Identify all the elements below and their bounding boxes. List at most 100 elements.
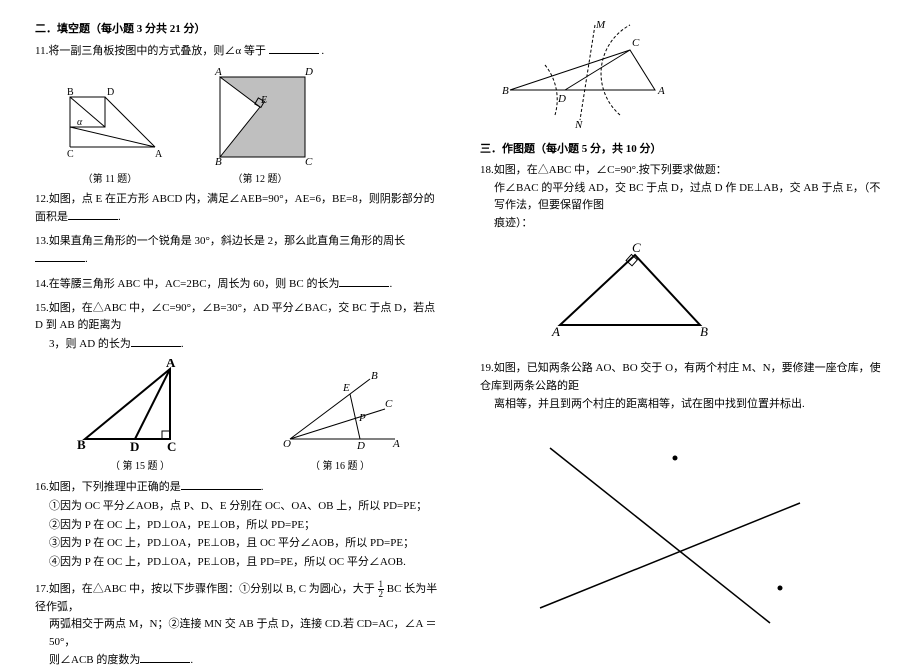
- q17-l3a: 则∠ACB 的度数为: [49, 654, 140, 666]
- q15-l2b: .: [181, 338, 184, 350]
- fig12-D: D: [304, 67, 313, 78]
- f16-P: P: [358, 412, 366, 424]
- q17-l2: 两弧相交于两点 M，N；②连接 MN 交 AB 于点 D，连接 CD.若 CD=…: [35, 616, 440, 651]
- q19: 19.如图，已知两条公路 AO、BO 交于 O，有两个村庄 M、N，要修建一座仓…: [480, 360, 885, 413]
- fig15-svg: A B D C: [75, 359, 205, 454]
- q19-l2: 离相等，并且到两个村庄的距离相等，试在图中找到位置并标出.: [480, 396, 885, 414]
- f16-D: D: [356, 440, 365, 452]
- right-column: A B C D M N 三．作图题（每小题 5 分，共 10 分） 18.如图，…: [460, 20, 895, 630]
- q11-text-b: .: [321, 45, 324, 57]
- q16-o4: ④因为 P 在 OC 上，PD⊥OA，PE⊥OB，且 PD=PE，所以 OC 平…: [49, 553, 440, 572]
- q11-blank: [269, 42, 319, 54]
- q17-blank: [140, 651, 190, 663]
- q19-l1: 19.如图，已知两条公路 AO、BO 交于 O，有两个村庄 M、N，要修建一座仓…: [480, 360, 885, 395]
- q13: 13.如果直角三角形的一个锐角是 30°，斜边长是 2，那么此直角三角形的周长.: [35, 233, 440, 269]
- q16-blank: [181, 478, 261, 490]
- left-column: 二．填空题（每小题 3 分共 21 分） 11.将一副三角板按图中的方式叠放，则…: [25, 20, 460, 630]
- q14-a: 14.在等腰三角形 ABC 中，AC=2BC，周长为 60，则 BC 的长为: [35, 278, 339, 290]
- f17-D: D: [557, 93, 566, 105]
- fig11-cap: （第 11 题）: [55, 170, 165, 185]
- q18: 18.如图，在△ABC 中，∠C=90°.按下列要求做题： 作∠BAC 的平分线…: [480, 162, 885, 232]
- f17-M: M: [595, 20, 606, 31]
- f16-E: E: [342, 382, 350, 394]
- fig-row-11-12: B D C A α （第 11 题） A D B C E （第 12 题）: [55, 67, 440, 185]
- fig12-C: C: [305, 156, 313, 167]
- fig11-wrap: B D C A α （第 11 题）: [55, 87, 165, 185]
- fig11-A: A: [155, 149, 163, 160]
- fig15-B: B: [77, 437, 86, 452]
- fig16-wrap: O A B C D E P （ 第 16 题 ）: [275, 369, 405, 472]
- q17-frac-d: 2: [378, 590, 385, 599]
- q17-l1-wrap: 17.如图，在△ABC 中，按以下步骤作图：①分别以 B, C 为圆心，大于 1…: [35, 580, 440, 617]
- section-2-title: 二．填空题（每小题 3 分共 21 分）: [35, 20, 440, 36]
- q13-b: .: [85, 253, 88, 265]
- fig12-wrap: A D B C E （第 12 题）: [205, 67, 315, 185]
- fig11-D: D: [107, 87, 114, 98]
- fig15-wrap: A B D C （ 第 15 题 ）: [75, 359, 205, 472]
- fig18-svg: A B C: [540, 240, 720, 340]
- f16-A: A: [392, 438, 400, 450]
- fig16-cap: （ 第 16 题 ）: [275, 457, 405, 472]
- q18-l2: 作∠BAC 的平分线 AD，交 BC 于点 D，过点 D 作 DE⊥AB，交 A…: [480, 180, 885, 215]
- fig18-wrap: A B C: [540, 240, 885, 340]
- fig12-B: B: [215, 156, 222, 167]
- fig15-C: C: [167, 439, 176, 454]
- q16-head-b: .: [261, 481, 264, 493]
- fig12-cap: （第 12 题）: [205, 170, 315, 185]
- q16-o2: ②因为 P 在 OC 上，PD⊥OA，PE⊥OB，所以 PD=PE；: [49, 516, 440, 535]
- q11-text: 11.将一副三角板按图中的方式叠放，则∠α 等于: [35, 45, 266, 57]
- q12-b: .: [118, 211, 121, 223]
- q15-l1: 15.如图，在△ABC 中，∠C=90°，∠B=30°，AD 平分∠BAC，交 …: [35, 300, 440, 335]
- fig11-alpha: α: [77, 117, 83, 128]
- fig19-dot-n: [778, 586, 783, 591]
- f17-B: B: [502, 85, 509, 97]
- fig11-B: B: [67, 87, 74, 98]
- q18-l1: 18.如图，在△ABC 中，∠C=90°.按下列要求做题：: [480, 162, 885, 180]
- q13-a: 13.如果直角三角形的一个锐角是 30°，斜边长是 2，那么此直角三角形的周长: [35, 235, 405, 247]
- fig17-wrap: A B C D M N: [480, 20, 885, 130]
- fig16-svg: O A B C D E P: [275, 369, 405, 454]
- q17-l3-wrap: 则∠ACB 的度数为.: [35, 651, 440, 670]
- f18-C: C: [632, 240, 641, 255]
- fig15-A: A: [166, 359, 176, 370]
- f17-N: N: [574, 119, 583, 130]
- section-3-title: 三．作图题（每小题 5 分，共 10 分）: [480, 140, 885, 156]
- fig15-cap: （ 第 15 题 ）: [75, 457, 205, 472]
- q16-o1: ①因为 OC 平分∠AOB，点 P、D、E 分别在 OC、OA、OB 上，所以 …: [49, 497, 440, 516]
- q14-b: .: [389, 278, 392, 290]
- fig12-E: E: [260, 95, 267, 106]
- q16: 16.如图，下列推理中正确的是. ①因为 OC 平分∠AOB，点 P、D、E 分…: [35, 478, 440, 571]
- q15-blank: [131, 335, 181, 347]
- fig-row-15-16: A B D C （ 第 15 题 ） O A B C D E P （ 第 16 …: [75, 359, 440, 472]
- q13-blank: [35, 250, 85, 262]
- fig11-C: C: [67, 149, 74, 160]
- fig12-svg: A D B C E: [205, 67, 315, 167]
- fig19-dot-m: [673, 456, 678, 461]
- q11: 11.将一副三角板按图中的方式叠放，则∠α 等于 .: [35, 42, 440, 61]
- q12: 12.如图，点 E 在正方形 ABCD 内，满足∠AEB=90°，AE=6，BE…: [35, 191, 440, 227]
- f17-C: C: [632, 37, 640, 49]
- f16-B: B: [371, 370, 378, 382]
- f16-O: O: [283, 438, 291, 450]
- q17-frac: 12: [378, 580, 385, 599]
- q12-blank: [68, 208, 118, 220]
- q16-head: 16.如图，下列推理中正确的是: [35, 481, 181, 493]
- fig12-A: A: [214, 67, 222, 78]
- fig17-svg: A B C D M N: [480, 20, 680, 130]
- q17-l1a: 17.如图，在△ABC 中，按以下步骤作图：①分别以 B, C 为圆心，大于: [35, 583, 375, 595]
- q17-l3b: .: [190, 654, 193, 666]
- f18-B: B: [700, 324, 708, 339]
- f18-A: A: [551, 324, 560, 339]
- fig19-svg: [520, 423, 820, 643]
- fig19-wrap: [520, 423, 885, 643]
- fig15-D: D: [130, 439, 139, 454]
- fig11-svg: B D C A α: [55, 87, 165, 167]
- q15: 15.如图，在△ABC 中，∠C=90°，∠B=30°，AD 平分∠BAC，交 …: [35, 300, 440, 354]
- f16-C: C: [385, 398, 393, 410]
- q18-l3: 痕迹）：: [480, 215, 885, 233]
- f17-A: A: [657, 85, 665, 97]
- q15-l2-wrap: 3，则 AD 的长为.: [35, 335, 440, 354]
- q14-blank: [339, 275, 389, 287]
- q17: 17.如图，在△ABC 中，按以下步骤作图：①分别以 B, C 为圆心，大于 1…: [35, 580, 440, 670]
- q15-l2: 3，则 AD 的长为: [49, 338, 131, 350]
